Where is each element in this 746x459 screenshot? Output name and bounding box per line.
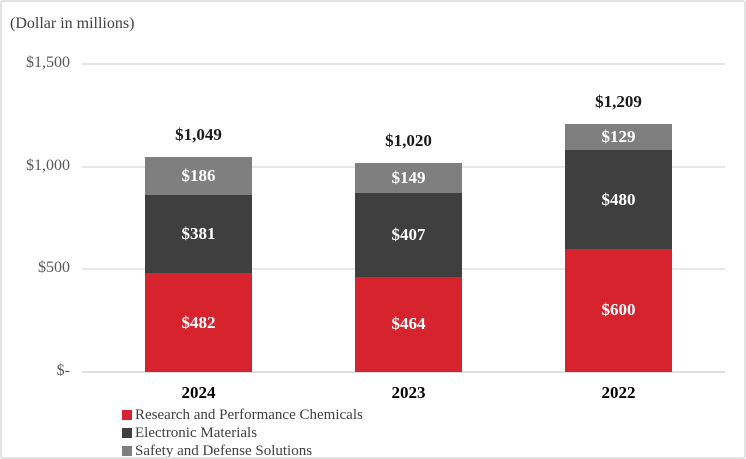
bar-segment-2022: $129 bbox=[565, 123, 672, 151]
segment-value-label: $186 bbox=[181, 165, 216, 185]
bar-total-label: $1,049 bbox=[175, 124, 222, 144]
legend-label: Research and Performance Chemicals bbox=[135, 406, 363, 423]
bar-segment-2024: $186 bbox=[145, 156, 252, 195]
x-axis-category-label: 2023 bbox=[391, 383, 426, 402]
legend-item: Safety and Defense Solutions bbox=[122, 442, 363, 459]
bar-total-label: $1,020 bbox=[385, 130, 432, 150]
gridline bbox=[82, 63, 725, 65]
segment-value-label: $480 bbox=[601, 189, 636, 209]
y-axis-tick-label: $1,500 bbox=[26, 54, 70, 71]
legend-label: Safety and Defense Solutions bbox=[135, 442, 313, 459]
bar-segment-2024: $381 bbox=[145, 194, 252, 274]
segment-value-label: $407 bbox=[391, 224, 426, 244]
legend-swatch bbox=[122, 410, 132, 420]
gridline bbox=[82, 371, 725, 373]
bar-total-label: $1,209 bbox=[595, 91, 642, 111]
legend-swatch bbox=[122, 428, 132, 438]
y-axis-tick-label: $1,000 bbox=[26, 156, 70, 174]
y-axis-tick-label: $500 bbox=[38, 259, 70, 277]
x-axis-category-label: 2022 bbox=[601, 383, 636, 402]
bar-segment-2023: $407 bbox=[355, 193, 462, 277]
bar-segment-2024: $482 bbox=[145, 273, 252, 372]
legend-label: Electronic Materials bbox=[135, 424, 258, 441]
segment-value-label: $600 bbox=[601, 300, 636, 320]
legend-item: Research and Performance Chemicals bbox=[122, 406, 363, 424]
bar-segment-2022: $600 bbox=[565, 248, 672, 372]
legend: Research and Performance Chemicals Electr… bbox=[122, 406, 363, 459]
y-axis-tick-label: $- bbox=[56, 362, 70, 379]
units-label: (Dollar in millions) bbox=[10, 15, 135, 32]
legend-item: Electronic Materials bbox=[122, 424, 363, 442]
x-axis-category-label: 2024 bbox=[181, 383, 216, 402]
segment-value-label: $129 bbox=[601, 126, 636, 146]
segment-value-label: $149 bbox=[391, 167, 426, 187]
bar-segment-2023: $149 bbox=[355, 162, 462, 194]
segment-value-label: $381 bbox=[181, 223, 216, 243]
legend-swatch bbox=[122, 446, 132, 456]
segment-value-label: $482 bbox=[181, 312, 216, 332]
bar-segment-2023: $464 bbox=[355, 276, 462, 372]
bar-segment-2022: $480 bbox=[565, 150, 672, 249]
segment-value-label: $464 bbox=[391, 314, 426, 334]
